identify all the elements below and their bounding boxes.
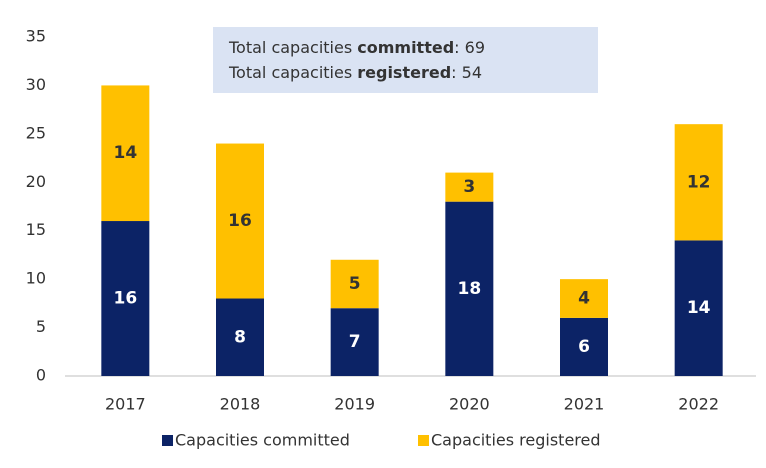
y-tick-label: 25	[26, 123, 46, 142]
data-label: 4	[578, 289, 590, 309]
x-tick-label: 2021	[564, 395, 605, 414]
legend-label: Capacities registered	[431, 431, 601, 450]
bar-segment	[674, 240, 723, 376]
y-tick-label: 15	[26, 220, 46, 239]
data-label: 14	[687, 298, 711, 318]
annotation-text: Total capacities	[228, 38, 357, 57]
data-label: 14	[113, 143, 137, 163]
data-label: 7	[349, 332, 361, 352]
bar-segment	[216, 143, 264, 299]
bar-segment	[101, 85, 150, 222]
annotation-text: committed	[357, 38, 454, 57]
data-label: 3	[463, 177, 475, 197]
y-tick-label: 30	[26, 75, 46, 94]
annotation: Total capacities committed: 69	[228, 38, 485, 57]
annotation-box	[213, 27, 598, 93]
data-label: 8	[234, 327, 246, 347]
y-tick-label: 10	[26, 269, 46, 288]
x-tick-label: 2019	[334, 395, 375, 414]
annotation-text: registered	[357, 63, 451, 82]
bar-segment	[445, 201, 494, 376]
data-label: 16	[113, 289, 137, 309]
bar-segment	[445, 172, 494, 202]
bar-segment	[560, 317, 608, 376]
bar-segment	[674, 124, 723, 241]
annotation-text: Total capacities	[228, 63, 357, 82]
data-label: 18	[457, 279, 481, 299]
y-tick-label: 35	[26, 27, 46, 46]
bar-segment	[101, 221, 150, 376]
annotation-text: : 54	[451, 63, 482, 82]
bar-segment	[560, 279, 608, 318]
annotation-text: : 69	[454, 38, 485, 57]
y-tick-label: 0	[36, 366, 46, 385]
bar-segment	[330, 259, 379, 309]
legend-label: Capacities committed	[175, 431, 350, 450]
x-tick-label: 2020	[449, 395, 490, 414]
data-label: 5	[349, 274, 361, 294]
y-tick-label: 5	[36, 317, 46, 336]
bar-segment	[330, 308, 379, 376]
data-label: 6	[578, 337, 590, 357]
y-tick-label: 20	[26, 172, 46, 191]
annotation: Total capacities registered: 54	[228, 63, 482, 82]
x-tick-label: 2018	[220, 395, 261, 414]
data-label: 12	[687, 172, 711, 192]
data-label: 16	[228, 211, 252, 231]
bar-segment	[216, 298, 264, 376]
legend-swatch	[162, 435, 173, 446]
x-tick-label: 2022	[678, 395, 719, 414]
x-tick-label: 2017	[105, 395, 146, 414]
legend-swatch	[418, 435, 429, 446]
